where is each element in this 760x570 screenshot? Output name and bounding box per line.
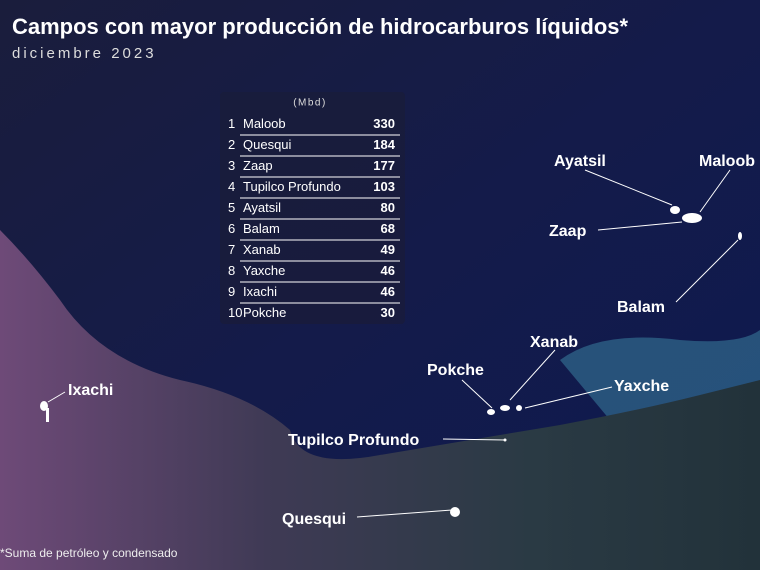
- field-name: Zaap: [243, 158, 273, 173]
- field-label: Quesqui: [282, 511, 346, 528]
- field-label: Pokche: [427, 362, 484, 379]
- field-label: Xanab: [530, 334, 578, 351]
- field-name: Ayatsil: [243, 200, 281, 215]
- field-label: Ayatsil: [554, 153, 606, 170]
- rank: 8: [228, 263, 235, 278]
- shallow-water: [560, 330, 760, 420]
- field-name: Quesqui: [243, 137, 292, 152]
- table: 1 Maloob 330 2 Quesqui 184 3 Zaap 177 4 Tupilco Pr…: [228, 116, 400, 320]
- rank: 9: [228, 284, 235, 299]
- field-name: Tupilco Profundo: [243, 179, 341, 194]
- rank: 4: [228, 179, 235, 194]
- rank: 2: [228, 137, 235, 152]
- production: 46: [381, 263, 395, 278]
- production: 68: [381, 221, 395, 236]
- field-name: Maloob: [243, 116, 286, 131]
- table-box: [220, 92, 405, 324]
- title: Campos con mayor producción de hidrocarb…: [12, 14, 629, 39]
- field-name: Yaxche: [243, 263, 285, 278]
- production: 80: [381, 200, 395, 215]
- field-label: Maloob: [699, 153, 755, 170]
- field-label: Tupilco Profundo: [288, 432, 419, 449]
- rank: 5: [228, 200, 235, 215]
- production: 49: [381, 242, 395, 257]
- rank: 6: [228, 221, 235, 236]
- footnote: *Suma de petróleo y condensado: [0, 546, 178, 560]
- production: 184: [373, 137, 395, 152]
- field-label: Ixachi: [68, 382, 113, 399]
- land: [0, 230, 760, 570]
- rank: 10: [228, 305, 242, 320]
- field-icons: [40, 206, 742, 517]
- rank: 3: [228, 158, 235, 173]
- rank: 7: [228, 242, 235, 257]
- production: 330: [373, 116, 395, 131]
- field-label: Balam: [617, 299, 665, 316]
- production: 46: [381, 284, 395, 299]
- leaders: [47, 169, 739, 518]
- table-unit: (Mbd): [293, 98, 327, 109]
- field-name: Balam: [243, 221, 280, 236]
- field-name: Ixachi: [243, 284, 277, 299]
- subtitle: diciembre 2023: [12, 45, 157, 62]
- production: 103: [373, 179, 395, 194]
- field-label: Yaxche: [614, 378, 669, 395]
- production: 30: [381, 305, 395, 320]
- field-name: Xanab: [243, 242, 281, 257]
- production: 177: [373, 158, 395, 173]
- rank: 1: [228, 116, 235, 131]
- field-label: Zaap: [549, 223, 587, 240]
- field-name: Pokche: [243, 305, 286, 320]
